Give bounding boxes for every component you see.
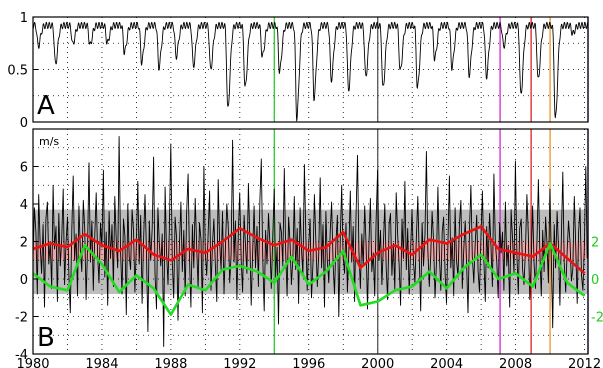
y-tick-label: 0 [20, 116, 28, 131]
unit-label: m/s [39, 135, 59, 148]
y-tick-label: -4 [15, 348, 28, 363]
x-tick-label: 1996 [292, 357, 325, 368]
x-tick-label: 2012 [568, 357, 601, 368]
plot-frame [32, 16, 589, 123]
x-tick-label: 1992 [223, 357, 256, 368]
panel-a: 0 0.5 1 A [7, 11, 589, 131]
y-tick-label: 6 [20, 161, 28, 176]
x-tick-label: 1984 [85, 357, 118, 368]
y-tick-label: 0.5 [7, 64, 28, 79]
y-tick-label: 2 [20, 236, 28, 251]
right-y-tick-label: 2 [591, 236, 599, 251]
x-tick-label: 1988 [154, 357, 187, 368]
x-tick-label: 2000 [361, 357, 394, 368]
series-line-0 [32, 21, 589, 122]
series-line-1 [32, 225, 586, 275]
x-tick-label: 2008 [499, 357, 532, 368]
y-tick-label: 0 [20, 273, 28, 288]
y-tick-label: -2 [15, 311, 28, 326]
right-y-tick-label: -2 [591, 311, 603, 326]
series-line-2 [32, 242, 586, 316]
right-y-tick-label: 0 [591, 273, 599, 288]
series-line-0 [32, 136, 588, 347]
panel-b: -4 -2 0 2 4 6 2 0 -2 1980 1984 1988 1992 1996 2000 2004… [15, 128, 603, 368]
panel-letter: A [37, 91, 55, 121]
x-tick-label: 1980 [16, 357, 49, 368]
y-tick-label: 1 [20, 11, 28, 26]
panel-letter: B [37, 323, 55, 353]
y-tick-label: 4 [20, 198, 28, 213]
x-tick-label: 2004 [430, 357, 463, 368]
